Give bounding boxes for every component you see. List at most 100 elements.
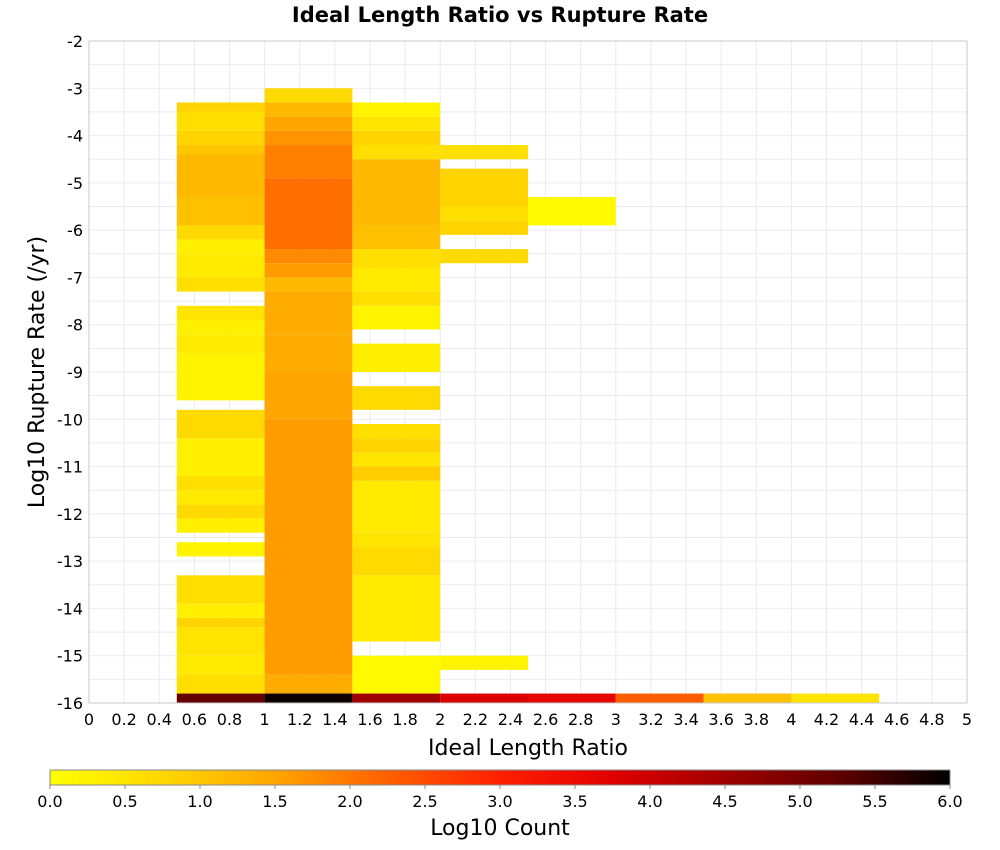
y-tick-label: -7	[67, 268, 83, 287]
heatmap-cell	[791, 693, 880, 703]
heatmap-cell	[352, 575, 441, 642]
heatmap-cell	[264, 277, 353, 292]
heatmap-cell	[176, 438, 265, 477]
heatmap-cell	[352, 386, 441, 410]
heatmap-cell	[352, 438, 441, 453]
colorbar-tick-label: 2.0	[337, 792, 362, 811]
x-tick-label: 1	[260, 710, 270, 729]
heatmap-cell	[176, 518, 265, 533]
y-tick-label: -15	[57, 647, 83, 666]
heatmap-cell	[176, 154, 265, 198]
x-tick-label: 4.4	[849, 710, 874, 729]
heatmap-cell	[440, 693, 528, 703]
heatmap-cell	[176, 130, 265, 146]
heatmap-cell	[176, 277, 265, 292]
colorbar-tick-label: 3.5	[562, 792, 587, 811]
heatmap-cell	[264, 693, 353, 703]
y-tick-label: -16	[57, 694, 83, 713]
x-tick-label: 2.4	[498, 710, 523, 729]
heatmap-cell	[440, 220, 528, 235]
colorbar-tick-label: 6.0	[937, 792, 962, 811]
heatmap-cell	[176, 111, 265, 131]
heatmap-cell	[264, 334, 353, 372]
heatmap-cell	[440, 206, 528, 221]
x-tick-label: 0	[84, 710, 94, 729]
heatmap-cell	[264, 419, 353, 675]
heatmap-cell	[264, 178, 353, 250]
heatmap-cell	[352, 655, 441, 694]
x-tick-label: 5	[962, 710, 972, 729]
heatmap-cell	[352, 130, 441, 146]
colorbar-tick-label: 3.0	[487, 792, 512, 811]
heatmap-cell	[264, 249, 353, 264]
heatmap-cell	[176, 603, 265, 618]
heatmap-cell	[176, 674, 265, 694]
heatmap-cell	[528, 197, 616, 226]
colorbar-tick-label: 4.5	[712, 792, 737, 811]
heatmap-cell	[352, 249, 441, 268]
colorbar-tick-label: 0.0	[37, 792, 62, 811]
y-tick-label: -6	[67, 221, 83, 240]
heatmap-cell	[352, 267, 441, 292]
heatmap-cell	[176, 490, 265, 505]
y-tick-label: -14	[57, 599, 83, 618]
heatmap-cell	[176, 476, 265, 491]
heatmap-cell	[352, 116, 441, 131]
y-tick-label: -9	[67, 363, 83, 382]
x-tick-label: 4.8	[919, 710, 944, 729]
heatmap-cell	[176, 253, 265, 278]
x-tick-label: 4.6	[884, 710, 909, 729]
heatmap-cell	[352, 145, 441, 160]
x-axis-title: Ideal Length Ratio	[428, 736, 628, 761]
x-tick-label: 1.4	[322, 710, 347, 729]
x-tick-label: 0.6	[182, 710, 207, 729]
heatmap-cell	[176, 542, 265, 557]
heatmap-cell	[264, 116, 353, 131]
x-tick-label: 3.4	[673, 710, 698, 729]
heatmap-cell	[176, 504, 265, 519]
y-axis-ticks: -2 -3 -4 -5 -6 -7 -8 -9 -10 -11 -12 -13 -14 -15 -16	[57, 32, 83, 713]
heatmap-cell	[176, 319, 265, 335]
x-tick-label: 1.2	[287, 710, 312, 729]
heatmap-cell	[176, 225, 265, 240]
x-tick-label: 4.2	[814, 710, 839, 729]
colorbar-tick-label: 5.0	[787, 792, 812, 811]
x-tick-label: 2.6	[533, 710, 558, 729]
x-tick-label: 3	[611, 710, 621, 729]
heatmap-cell	[176, 627, 265, 656]
colorbar-tick-label: 2.5	[412, 792, 437, 811]
x-axis-ticks: 0 0.2 0.4 0.6 0.8 1 1.2 1.4 1.6 1.8 2 2.2 2.4 2.6 2.8 3…	[84, 710, 972, 729]
heatmap-cell	[528, 693, 616, 703]
heatmap-cell	[264, 88, 353, 103]
x-tick-label: 1.6	[357, 710, 382, 729]
y-tick-label: -3	[67, 79, 83, 98]
x-tick-label: 0.4	[147, 710, 172, 729]
heatmap-cell	[352, 532, 441, 547]
y-axis-title: Log10 Rupture Rate (/yr)	[25, 236, 50, 508]
heatmap-cell	[352, 159, 441, 226]
colorbar-tick-label: 4.0	[637, 792, 662, 811]
heatmap-cell	[264, 291, 353, 335]
heatmap-cell	[264, 263, 353, 278]
heatmap-cell	[352, 452, 441, 467]
heatmap-cell	[264, 372, 353, 420]
heatmap-cell	[176, 575, 265, 604]
heatmap-cell	[176, 197, 265, 226]
colorbar-ticks: 0.0 0.5 1.0 1.5 2.0 2.5 3.0 3.5 4.0 4.5 5.0 5.5 6.0	[37, 785, 963, 811]
colorbar-title: Log10 Count	[430, 816, 570, 841]
heatmap-cell	[352, 693, 441, 703]
heatmap-cell	[264, 102, 353, 117]
x-tick-label: 2	[435, 710, 445, 729]
heatmap-cell	[703, 693, 792, 703]
y-tick-label: -13	[57, 552, 83, 571]
x-tick-label: 3.6	[708, 710, 733, 729]
colorbar-tick-label: 5.5	[862, 792, 887, 811]
x-tick-label: 3.2	[638, 710, 663, 729]
heatmap-cell	[352, 291, 441, 306]
heatmap-cell	[440, 655, 528, 670]
x-tick-label: 4	[786, 710, 796, 729]
heatmap-cell	[440, 168, 528, 207]
x-tick-label: 2.8	[568, 710, 593, 729]
heatmap-cell	[352, 225, 441, 250]
